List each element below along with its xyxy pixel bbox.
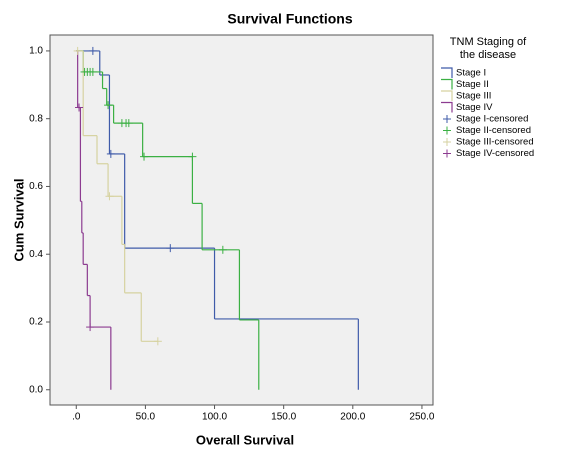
censored-mark [124,119,133,128]
legend-symbol [443,115,451,123]
legend-symbol [443,149,451,158]
censored-mark [188,152,197,161]
legend-label: Stage III [456,91,491,102]
x-tick-label: 100.0 [202,412,227,423]
censored-mark [88,46,97,55]
legend-title: TNM Staging of [450,36,527,48]
legend-label: Stage IV-censored [456,148,534,159]
x-axis-title: Overall Survival [196,432,294,447]
legend-label: Stage II [456,79,489,90]
censored-mark [106,149,115,158]
y-axis-title: Cum Survival [11,178,26,261]
censored-mark [73,46,82,55]
legend-symbol [443,126,451,135]
x-tick-label: 150.0 [271,412,296,423]
censored-mark [88,67,97,76]
y-tick-label: 1.0 [29,46,43,57]
censored-mark [166,244,175,253]
censored-mark [86,323,95,332]
legend-symbol [441,90,453,101]
legend-symbol [441,101,453,113]
legend-symbol [441,67,453,78]
legend-symbol [441,78,453,90]
x-tick-label: 50.0 [136,412,156,423]
legend-label: Stage III-censored [456,137,534,148]
y-tick-label: 0.4 [29,249,43,260]
y-tick-label: 0.0 [29,384,43,395]
legend-title: the disease [460,49,516,61]
censored-mark [218,245,227,254]
y-tick-label: 0.8 [29,113,43,124]
legend-label: Stage I-censored [456,114,528,125]
chart-title: Survival Functions [227,11,352,27]
legend-symbol [443,138,451,146]
plot-area [49,34,434,406]
x-tick-label: .0 [72,412,81,423]
y-tick-label: 0.2 [29,317,43,328]
censored-mark [75,103,84,112]
x-tick-label: 250.0 [409,412,434,423]
censored-mark [105,192,114,201]
censored-mark [104,101,113,110]
legend-label: Stage I [456,68,486,79]
censored-mark [153,337,162,346]
x-tick-label: 200.0 [340,412,365,423]
legend-label: Stage IV [456,102,493,113]
y-tick-label: 0.6 [29,181,43,192]
legend-label: Stage II-censored [456,125,531,136]
censored-mark [140,152,149,161]
